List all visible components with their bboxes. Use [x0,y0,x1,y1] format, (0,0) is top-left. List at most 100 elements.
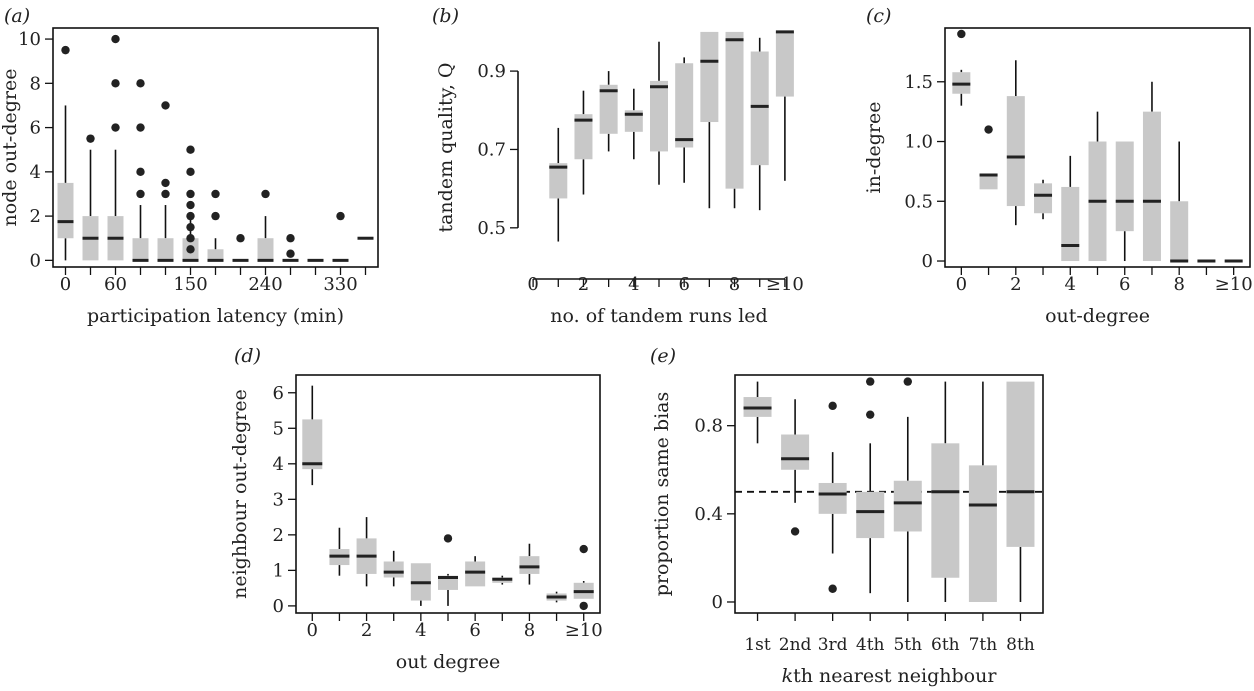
outlier-point [790,527,800,536]
box-2 [356,517,377,587]
y-axis-label: neighbour out-degree [229,389,251,599]
box-3 [599,71,618,152]
x-tick-label: ≥10 [565,620,603,641]
outlier-point [828,401,837,411]
outlier-point [236,234,245,243]
y-tick-label: 0 [273,596,284,617]
box-3 [383,550,404,587]
y-axis-label: node out-degree [0,69,21,227]
box-2 [781,399,810,536]
x-tick-label: 8 [524,620,535,641]
panel-label-a: (a) [4,5,30,27]
outlier-point [86,134,95,143]
box-8 [725,31,744,209]
box-4 [1061,155,1080,262]
x-tick-label: 0 [307,620,318,641]
box-iqr [157,238,174,261]
box-1 [743,381,772,444]
x-tick-label: 0 [60,274,71,295]
box-iqr [57,182,74,239]
outlier-point [186,145,195,154]
panel-label-c: (c) [866,5,891,27]
outlier-point [186,222,195,232]
y-tick-label: 5 [273,418,284,439]
box-iqr [132,238,149,261]
x-tick-label: 330 [323,274,357,295]
y-tick-label: 1 [273,560,284,581]
x-tick-label: 1st [744,635,771,655]
box-0 [302,385,323,486]
box-270 [282,234,299,262]
outlier-point [161,101,170,110]
box-iqr [383,561,404,578]
y-tick-label: 4 [30,162,41,183]
y-axis-label: tandem quality, Q [435,62,457,232]
outlier-point [186,167,195,177]
panel-label-b: (b) [432,5,459,27]
outlier-point [957,29,966,39]
y-tick-label: 0.5 [477,218,506,239]
outlier-point [336,211,345,221]
y-tick-label: 0.5 [904,191,933,212]
box-7 [700,31,719,209]
outlier-point [866,377,875,386]
y-tick-label: 1.5 [904,72,933,93]
x-tick-label: 6 [469,620,480,641]
box-iqr [725,31,744,189]
x-tick-label: 4th [856,635,885,655]
box-8 [1170,141,1189,263]
box-5 [893,377,922,602]
x-tick-label: 2 [361,620,372,641]
panel-e: 0 0.4 0.8 1st 2nd 3rd 4th 5th 6th 7th 8th kth neare… [651,374,1044,687]
y-tick-label: 0.4 [694,504,723,525]
box-9 [546,591,567,603]
x-tick-label: 2 [578,274,589,295]
x-tick-label: 4 [1065,274,1076,295]
box-iqr [968,465,997,602]
box-4 [624,88,643,160]
outlier-point [186,234,195,243]
box-6 [465,556,486,587]
outlier-point [579,544,588,554]
x-tick-label: 6th [931,635,960,655]
box-10 [775,30,794,181]
box-iqr [650,80,668,152]
box-iqr [1006,96,1025,207]
outlier-point [186,189,195,199]
outlier-point [286,234,295,243]
x-tick-label: 4 [415,620,426,641]
outlier-point [984,125,993,134]
box-iqr [700,31,719,123]
x-tick-label: 150 [173,274,207,295]
y-axis-label: in-degree [863,102,885,194]
box-2 [1006,60,1025,226]
box-0 [952,29,971,106]
y-tick-label: 0.8 [694,416,723,437]
x-tick-label: 6 [1119,274,1130,295]
outlier-point [211,189,220,199]
y-tick-label: 1.0 [904,132,933,153]
y-tick-label: 0.7 [477,139,506,160]
panel-label-d: (d) [234,345,261,367]
x-tick-label: 6 [678,274,689,295]
x-axis-label: no. of tandem runs led [550,305,767,327]
box-iqr [1034,183,1053,214]
x-tick-label: 4 [628,274,639,295]
box-1 [549,127,568,242]
x-tick-label: 8th [1006,635,1035,655]
box-180 [207,189,224,262]
y-tick-label: 10 [18,29,41,50]
box-7 [1142,81,1161,262]
box-iqr [931,443,960,578]
x-axis-label: out degree [396,651,501,673]
y-tick-label: 4 [273,454,284,475]
outlier-point [186,200,195,210]
box-3 [1034,179,1053,220]
box-4 [856,377,885,594]
box-iqr [893,480,922,532]
panel-label-e: (e) [650,345,676,367]
panel-d: 0 1 2 3 4 5 6 0 2 4 6 8 ≥10 out degree neighbour out-d… [229,374,603,673]
panel-a: 0 2 4 6 8 10 0 60 150 240 330 participation latency… [0,27,379,327]
x-tick-label: 240 [248,274,282,295]
